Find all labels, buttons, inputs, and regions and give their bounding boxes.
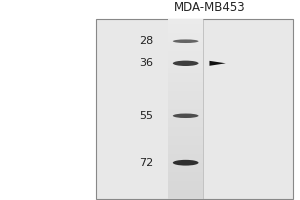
Text: MDA-MB453: MDA-MB453: [174, 1, 245, 14]
Bar: [168, 149, 203, 154]
Bar: [168, 167, 203, 172]
Ellipse shape: [173, 39, 199, 43]
Bar: [168, 46, 203, 51]
Bar: [168, 42, 203, 46]
Bar: [168, 185, 203, 190]
Bar: [168, 28, 203, 33]
Bar: [168, 113, 203, 118]
Bar: [168, 176, 203, 181]
Text: 55: 55: [139, 111, 153, 121]
Ellipse shape: [173, 61, 199, 66]
Bar: [168, 194, 203, 199]
Bar: [168, 158, 203, 163]
Bar: [168, 181, 203, 185]
FancyBboxPatch shape: [168, 19, 203, 199]
Text: 36: 36: [139, 58, 153, 68]
Bar: [168, 154, 203, 158]
Bar: [168, 109, 203, 113]
Bar: [168, 172, 203, 176]
Bar: [168, 68, 203, 73]
Bar: [168, 91, 203, 95]
Bar: [168, 60, 203, 64]
Ellipse shape: [173, 160, 199, 166]
Bar: [168, 104, 203, 109]
Bar: [168, 127, 203, 131]
Bar: [168, 86, 203, 91]
Bar: [168, 95, 203, 100]
Bar: [168, 118, 203, 122]
Bar: [168, 77, 203, 82]
Polygon shape: [209, 61, 226, 66]
Bar: [168, 55, 203, 60]
Bar: [168, 140, 203, 145]
Bar: [168, 24, 203, 28]
Bar: [168, 51, 203, 55]
Bar: [168, 145, 203, 149]
Bar: [168, 190, 203, 194]
Bar: [168, 122, 203, 127]
Bar: [168, 82, 203, 86]
Bar: [168, 131, 203, 136]
Bar: [168, 136, 203, 140]
Text: 28: 28: [139, 36, 153, 46]
Ellipse shape: [173, 114, 199, 118]
Bar: [168, 37, 203, 42]
Text: 72: 72: [139, 158, 153, 168]
Bar: [168, 19, 203, 24]
Bar: [168, 100, 203, 104]
Bar: [168, 64, 203, 68]
FancyBboxPatch shape: [97, 19, 293, 199]
Bar: [168, 73, 203, 77]
Bar: [168, 163, 203, 167]
Bar: [168, 33, 203, 37]
